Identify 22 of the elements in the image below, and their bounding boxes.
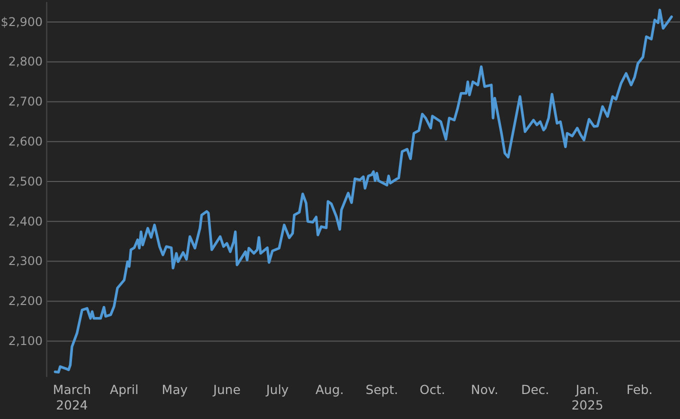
x-tick-label: July — [265, 382, 290, 397]
y-tick-label: 2,800 — [8, 54, 43, 69]
x-tick-label: Aug. — [315, 382, 344, 397]
x-tick-label: April — [110, 382, 138, 397]
line-series — [54, 8, 673, 374]
y-tick-label: $2,900 — [0, 14, 43, 29]
x-tick-label: March 2024 — [52, 382, 92, 412]
y-tick-label: 2,700 — [8, 94, 43, 109]
x-tick-label: Feb. — [626, 382, 653, 397]
x-tick-label: Oct. — [420, 382, 446, 397]
y-tick-label: 2,500 — [8, 174, 43, 188]
x-tick-label: May — [162, 382, 188, 397]
y-tick-label: 2,200 — [8, 294, 43, 308]
x-tick-label: June — [212, 382, 241, 397]
y-tick-label: 2,400 — [8, 214, 43, 228]
x-tick-label: Jan. 2025 — [571, 382, 604, 412]
y-tick-label: 2,100 — [8, 334, 43, 348]
y-tick-label: 2,300 — [8, 254, 43, 268]
x-tick-label: Sept. — [366, 382, 398, 397]
y-tick-label: 2,600 — [8, 134, 43, 148]
x-tick-label: Nov. — [470, 382, 498, 397]
x-tick-label: Dec. — [521, 382, 550, 397]
